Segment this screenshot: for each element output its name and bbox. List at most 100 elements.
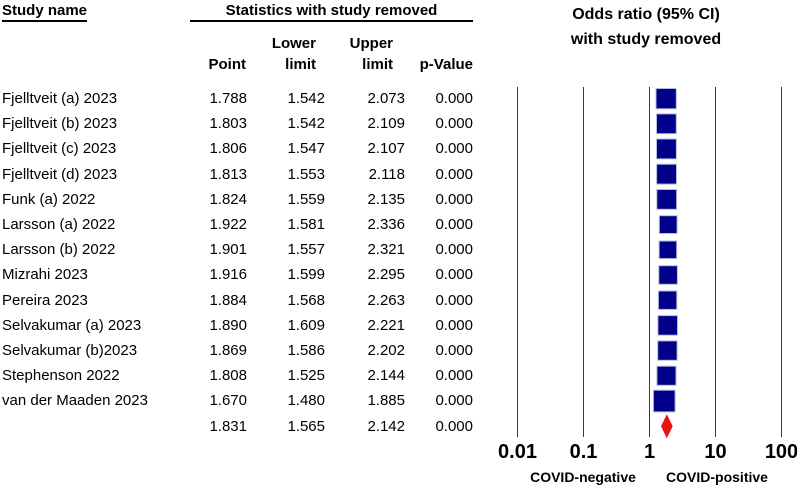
point-cell: 1.869 — [209, 341, 247, 359]
or-square-marker — [657, 290, 678, 310]
lower-limit-cell: 1.553 — [287, 165, 325, 183]
study-name-cell: Pereira 2023 — [2, 291, 88, 309]
upper-limit-cell: 2.295 — [367, 266, 405, 284]
axis-annotation-covid-positive: COVID-positive — [666, 469, 768, 485]
table-row: Larsson (a) 2022 1.922 1.581 2.336 0.000 — [0, 212, 473, 237]
study-name-cell: Fjelltveit (d) 2023 — [2, 165, 118, 183]
table-row: Selvakumar (b)2023 1.869 1.586 2.202 0.000 — [0, 338, 473, 363]
study-name-cell: Selvakumar (b)2023 — [2, 341, 138, 359]
p-value-cell: 0.000 — [435, 266, 473, 284]
point-cell: 1.916 — [209, 266, 247, 284]
point-cell: 1.803 — [209, 115, 247, 133]
or-square-marker — [656, 365, 677, 386]
upper-limit-cell: 2.336 — [367, 216, 405, 234]
point-cell: 1.824 — [209, 190, 247, 208]
or-square-marker — [657, 340, 678, 361]
plot-title: Odds ratio (95% CI) with study removed — [497, 2, 795, 52]
upper-limit-cell: 2.202 — [367, 341, 405, 359]
study-name-cell: Fjelltveit (c) 2023 — [2, 140, 117, 158]
point-cell: 1.901 — [209, 241, 247, 259]
p-value-cell: 0.000 — [435, 316, 473, 334]
col-header-upper-limit-line2: limit — [362, 56, 393, 73]
study-name-cell: Funk (a) 2022 — [2, 190, 96, 208]
plot-title-line1: Odds ratio (95% CI) — [572, 6, 720, 23]
or-square-marker — [656, 138, 677, 160]
or-square-marker — [652, 389, 676, 413]
lower-limit-cell: 1.581 — [287, 216, 325, 234]
col-header-lower-limit-line1: Lower — [271, 35, 316, 52]
lower-limit-cell: 1.542 — [287, 90, 325, 108]
p-value-cell: 0.000 — [435, 241, 473, 259]
axis-tick-label: 1 — [643, 441, 656, 463]
col-header-point: Point — [208, 56, 247, 73]
p-value-cell: 0.000 — [435, 216, 473, 234]
p-value-cell: 0.000 — [435, 115, 473, 133]
table-row: 1.831 1.565 2.142 0.000 — [0, 413, 473, 438]
point-cell: 1.808 — [209, 367, 247, 385]
study-name-header: Study name — [2, 2, 88, 22]
col-header-upper-limit-line1: Upper — [349, 35, 393, 52]
point-cell: 1.813 — [209, 165, 247, 183]
overall-diamond-marker — [661, 414, 673, 439]
statistics-header: Statistics with study removed — [190, 2, 473, 22]
or-square-marker — [658, 215, 678, 234]
lower-limit-cell: 1.559 — [287, 190, 325, 208]
point-cell: 1.831 — [209, 417, 247, 435]
upper-limit-cell: 2.118 — [368, 165, 405, 183]
point-cell: 1.890 — [209, 316, 247, 334]
col-header-lower-limit-line2: limit — [285, 56, 316, 73]
axis-tick-label: 0.1 — [569, 441, 598, 463]
p-value-cell: 0.000 — [435, 417, 473, 435]
p-value-cell: 0.000 — [435, 367, 473, 385]
table-row: Stephenson 2022 1.808 1.525 2.144 0.000 — [0, 363, 473, 388]
study-name-cell: Selvakumar (a) 2023 — [2, 316, 142, 334]
or-square-marker — [658, 265, 678, 285]
table-row: Pereira 2023 1.884 1.568 2.263 0.000 — [0, 288, 473, 313]
table-row: Funk (a) 2022 1.824 1.559 2.135 0.000 — [0, 187, 473, 212]
axis-tick-label: 100 — [764, 441, 797, 463]
p-value-cell: 0.000 — [435, 90, 473, 108]
p-value-cell: 0.000 — [435, 165, 473, 183]
p-value-cell: 0.000 — [435, 392, 473, 410]
p-value-cell: 0.000 — [435, 140, 473, 158]
or-square-marker — [656, 113, 677, 135]
axis-annotation-covid-negative: COVID-negative — [530, 469, 636, 485]
point-cell: 1.788 — [209, 90, 247, 108]
table-row: Fjelltveit (b) 2023 1.803 1.542 2.109 0.000 — [0, 111, 473, 136]
or-square-marker — [656, 163, 677, 185]
upper-limit-cell: 2.142 — [367, 417, 405, 435]
lower-limit-cell: 1.586 — [287, 341, 325, 359]
lower-limit-cell: 1.547 — [287, 140, 325, 158]
plot-title-line2: with study removed — [570, 31, 722, 48]
axis-tick-label: 10 — [704, 441, 727, 463]
point-cell: 1.884 — [209, 291, 247, 309]
axis-tick-label: 0.01 — [498, 441, 537, 463]
p-value-cell: 0.000 — [435, 341, 473, 359]
study-name-cell: Larsson (b) 2022 — [2, 241, 116, 259]
table-row: Mizrahi 2023 1.916 1.599 2.295 0.000 — [0, 262, 473, 287]
point-cell: 1.670 — [209, 392, 247, 410]
p-value-cell: 0.000 — [435, 190, 473, 208]
table-row: Fjelltveit (c) 2023 1.806 1.547 2.107 0.000 — [0, 136, 473, 161]
study-name-cell: Fjelltveit (a) 2023 — [2, 90, 118, 108]
upper-limit-cell: 2.144 — [367, 367, 405, 385]
or-square-marker — [656, 189, 678, 210]
table-row: van der Maaden 2023 1.670 1.480 1.885 0.000 — [0, 388, 473, 413]
upper-limit-cell: 2.073 — [367, 90, 405, 108]
upper-limit-cell: 2.107 — [367, 140, 405, 158]
or-square-marker — [655, 88, 677, 110]
point-cell: 1.806 — [209, 140, 247, 158]
lower-limit-cell: 1.557 — [287, 241, 325, 259]
upper-limit-cell: 2.263 — [367, 291, 405, 309]
table-rows: Fjelltveit (a) 2023 1.788 1.542 2.073 0.000 F… — [0, 86, 473, 439]
lower-limit-cell: 1.480 — [287, 392, 325, 410]
lower-limit-cell: 1.599 — [287, 266, 325, 284]
study-name-cell: Mizrahi 2023 — [2, 266, 88, 284]
lower-limit-cell: 1.525 — [287, 367, 325, 385]
table-row: Fjelltveit (d) 2023 1.813 1.553 2.118 0.000 — [0, 162, 473, 187]
upper-limit-cell: 2.321 — [367, 241, 405, 259]
point-cell: 1.922 — [209, 216, 247, 234]
lower-limit-cell: 1.609 — [287, 316, 325, 334]
study-name-cell: van der Maaden 2023 — [2, 392, 148, 410]
